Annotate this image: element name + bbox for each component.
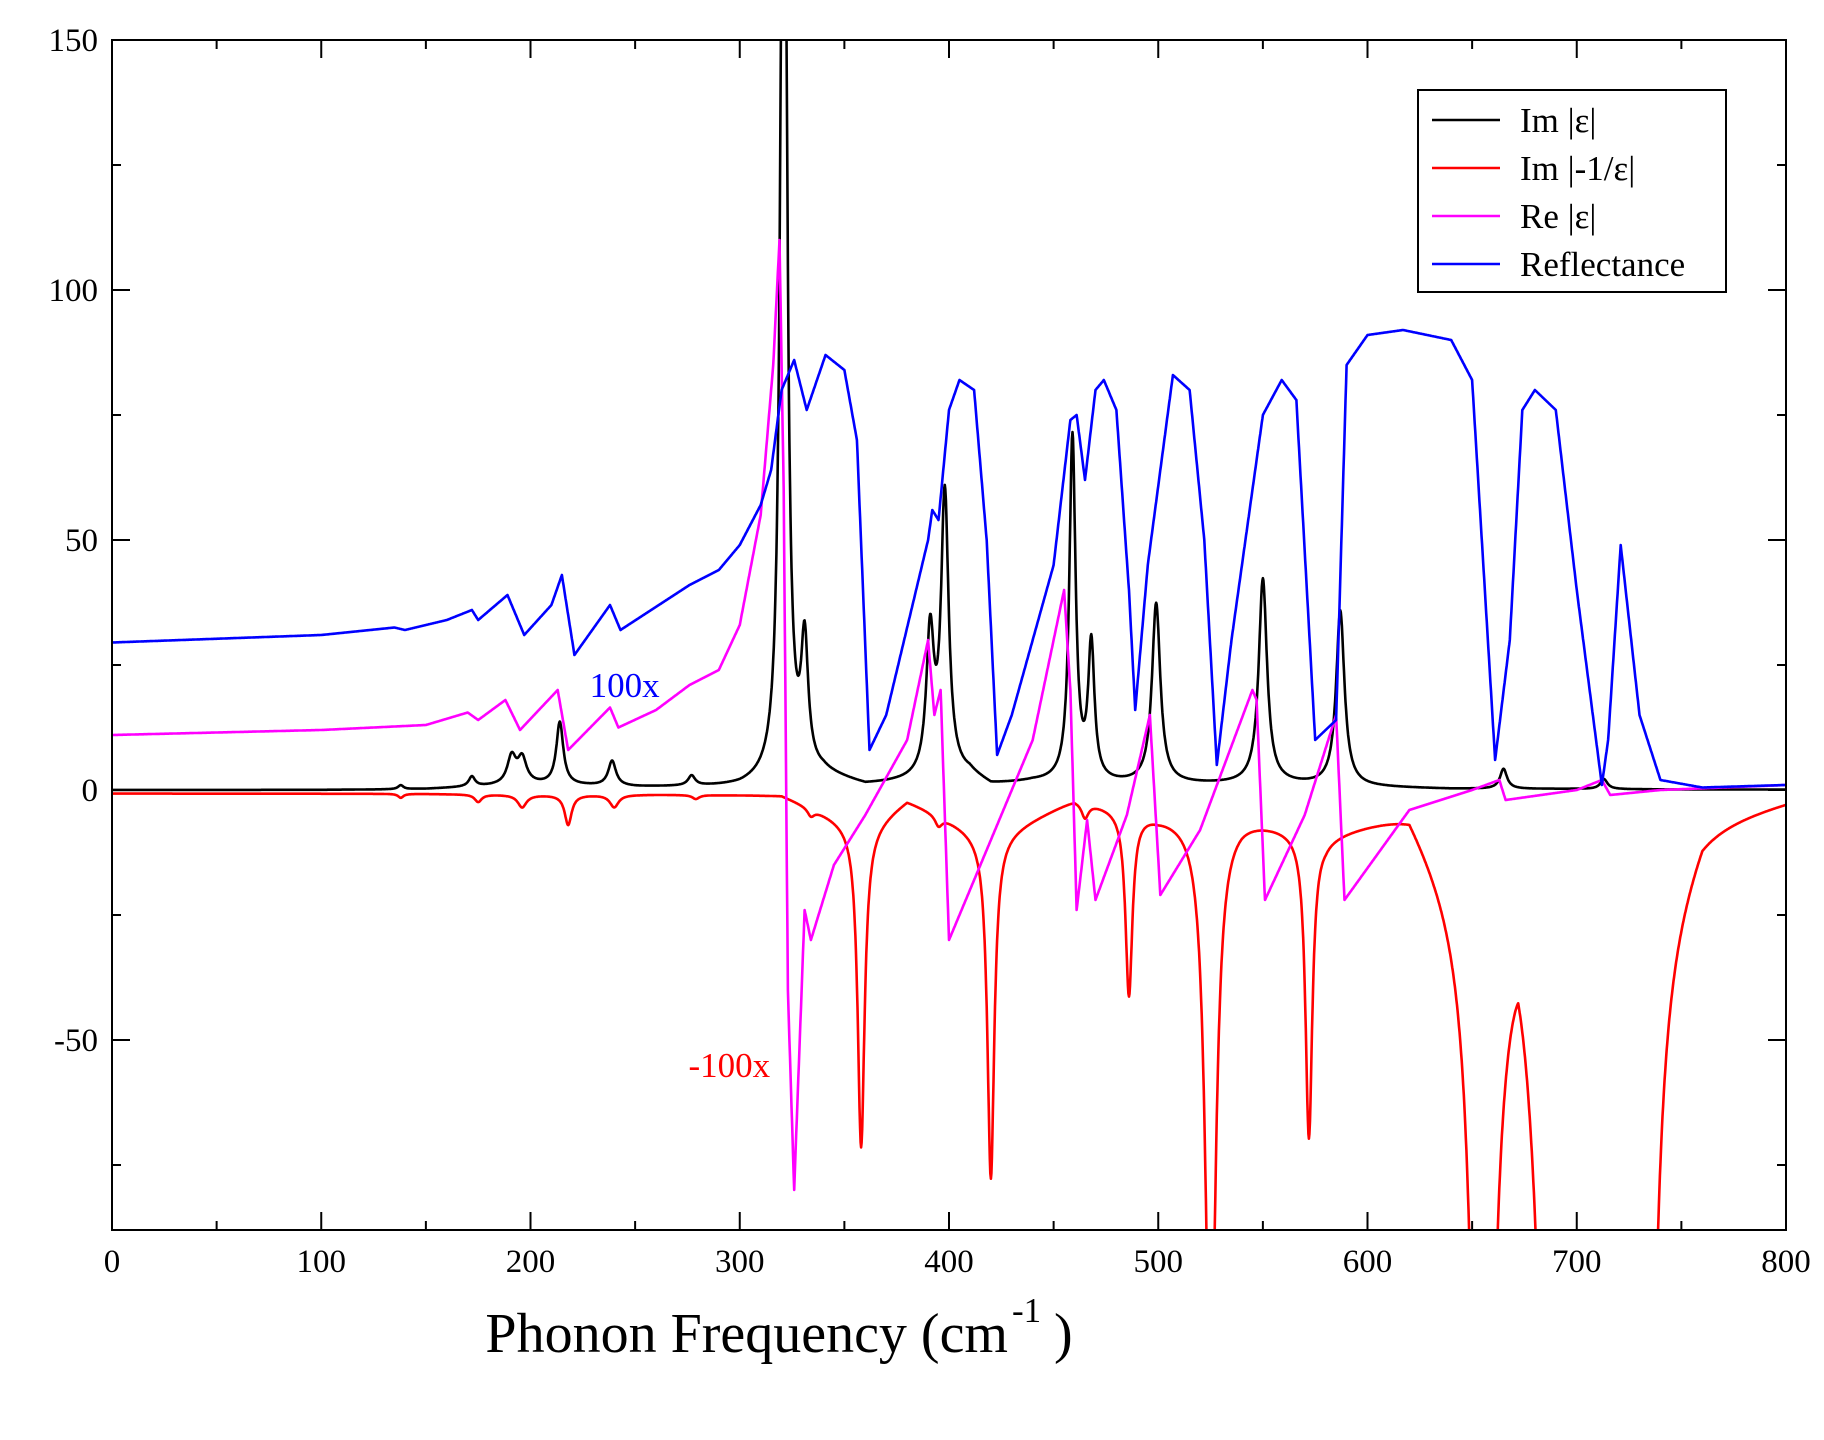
x-tick-label: 100 — [297, 1244, 347, 1280]
legend-box — [1417, 89, 1727, 293]
x-tick-label: 200 — [506, 1244, 556, 1280]
x-axis-label-close: ) — [1054, 1303, 1073, 1365]
x-axis-label: Phonon Frequency (cm — [485, 1303, 1008, 1365]
series-line-3 — [112, 328, 1786, 789]
x-tick-label: 300 — [715, 1244, 765, 1280]
legend-label: Reflectance — [1520, 245, 1685, 284]
series-line-2 — [112, 238, 1786, 1192]
y-tick-label: -50 — [54, 1023, 98, 1059]
x-tick-label: 600 — [1343, 1244, 1393, 1280]
legend-label: Im |-1/ε| — [1520, 149, 1635, 188]
series-line-0 — [112, 40, 1786, 792]
legend: Im |ε| Im |-1/ε| Re |ε| Reflectance — [1417, 89, 1727, 293]
ticks-group: 0 100 200 300 400 500 600 700 800 -50 0 50 100 150 — [49, 23, 1811, 1280]
y-tick-label: 50 — [65, 523, 98, 559]
legend-label: Im |ε| — [1520, 101, 1596, 140]
legend-label: Re |ε| — [1520, 197, 1596, 236]
x-tick-label: 700 — [1552, 1244, 1602, 1280]
x-tick-label: 800 — [1761, 1244, 1811, 1280]
annotation-label: 100x — [590, 666, 661, 705]
x-tick-label: 400 — [924, 1244, 974, 1280]
x-axis-label-superscript: -1 — [1012, 1291, 1041, 1330]
y-tick-label: 0 — [82, 773, 99, 809]
annotations: 100x -100x — [590, 666, 771, 1085]
y-tick-label: 150 — [49, 23, 99, 59]
series-line-1 — [112, 792, 1786, 1230]
x-tick-label: 0 — [104, 1244, 121, 1280]
series-group — [112, 40, 1786, 1230]
y-tick-label: 100 — [49, 273, 99, 309]
x-tick-label: 500 — [1134, 1244, 1184, 1280]
annotation-label: -100x — [688, 1046, 770, 1085]
